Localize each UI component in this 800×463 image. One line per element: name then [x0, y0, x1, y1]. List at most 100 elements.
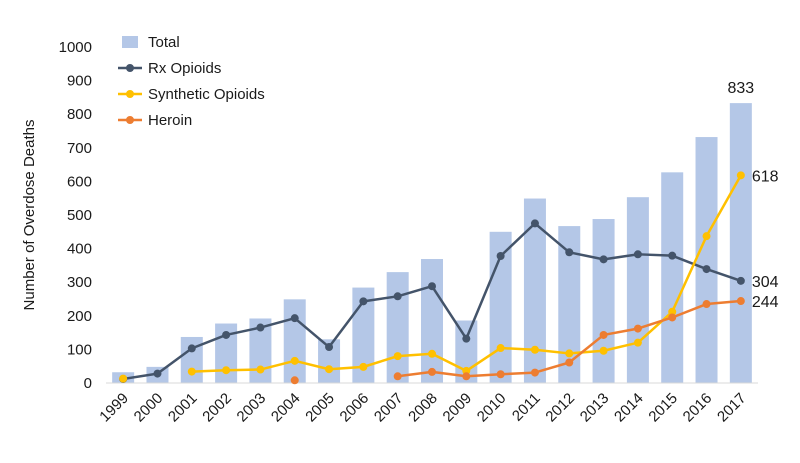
- point-heroin-2014: [633, 324, 642, 333]
- x-tick-label-2003: 2003: [234, 390, 270, 426]
- bar-total-2001: [180, 336, 203, 383]
- bar-total-2007: [386, 272, 409, 383]
- point-synthetic-opioids-2017: [736, 171, 745, 180]
- x-tick-label-2014: 2014: [611, 390, 647, 426]
- legend-swatch-total: [122, 36, 138, 48]
- point-synthetic-opioids-2010: [496, 344, 505, 353]
- bar-total-2014: [626, 197, 649, 383]
- point-synthetic-opioids-1999: [119, 374, 128, 383]
- point-heroin-2015: [668, 313, 677, 322]
- x-tick-label-2004: 2004: [268, 390, 304, 426]
- point-synthetic-opioids-2007: [393, 352, 402, 361]
- bar-total-2015: [661, 172, 684, 383]
- point-rx-opioids-2000: [153, 369, 162, 378]
- bar-total-2013: [592, 219, 615, 383]
- legend-label-heroin: Heroin: [148, 112, 192, 129]
- x-tick-label-2002: 2002: [199, 390, 235, 426]
- x-tick-label-2007: 2007: [371, 390, 407, 426]
- point-heroin-2011: [530, 368, 539, 377]
- point-heroin-2008: [428, 367, 436, 376]
- x-tick-label-2009: 2009: [440, 390, 476, 426]
- y-tick-label-600: 600: [67, 173, 92, 190]
- data-label-total-2017: 833: [727, 80, 754, 97]
- x-tick-label-2017: 2017: [714, 390, 750, 426]
- point-heroin-2007: [393, 372, 402, 381]
- point-heroin-2010: [496, 370, 505, 379]
- legend-label-synthetic-opioids: Synthetic Opioids: [148, 86, 265, 103]
- point-rx-opioids-2013: [599, 255, 608, 264]
- lines-layer: [119, 171, 745, 385]
- point-rx-opioids-2008: [428, 282, 436, 291]
- point-heroin-2017: [736, 297, 745, 306]
- y-tick-label-800: 800: [67, 106, 92, 123]
- point-rx-opioids-2014: [633, 250, 642, 259]
- point-synthetic-opioids-2012: [565, 349, 574, 358]
- y-axis-title: Number of Overdose Deaths: [21, 120, 38, 311]
- x-tick-label-2012: 2012: [542, 390, 578, 426]
- x-tick-label-2008: 2008: [405, 390, 441, 426]
- x-tick-label-2013: 2013: [577, 390, 613, 426]
- y-tick-label-700: 700: [67, 140, 92, 157]
- legend-marker-heroin: [126, 116, 134, 124]
- x-tick-label-2005: 2005: [302, 390, 338, 426]
- bar-total-2011: [523, 198, 546, 383]
- point-synthetic-opioids-2011: [530, 345, 539, 354]
- point-synthetic-opioids-2003: [256, 365, 265, 374]
- legend-marker-rx-opioids: [126, 64, 134, 72]
- x-tick-label-2000: 2000: [131, 390, 167, 426]
- point-synthetic-opioids-2016: [702, 232, 711, 241]
- point-synthetic-opioids-2001: [187, 367, 196, 376]
- x-tick-label-2011: 2011: [509, 390, 544, 425]
- point-rx-opioids-2001: [187, 344, 196, 353]
- y-tick-label-200: 200: [67, 308, 92, 325]
- point-synthetic-opioids-2004: [290, 356, 299, 365]
- point-rx-opioids-2010: [496, 251, 505, 260]
- point-rx-opioids-2005: [325, 343, 334, 352]
- bar-total-2006: [352, 287, 375, 383]
- point-heroin-2013: [599, 330, 608, 339]
- x-tick-label-1999: 1999: [96, 390, 132, 426]
- legend-marker-synthetic-opioids: [126, 90, 134, 98]
- point-heroin-2016: [702, 300, 711, 309]
- x-tick-label-2006: 2006: [337, 390, 373, 426]
- point-rx-opioids-2009: [462, 334, 471, 343]
- point-synthetic-opioids-2005: [325, 365, 334, 374]
- x-tick-label-2001: 2001: [165, 390, 201, 426]
- y-axis-ticks: 0 100 200 300 400 500 600 700 800 900 1000: [59, 39, 92, 392]
- point-rx-opioids-2007: [393, 292, 402, 301]
- bar-total-2017: [729, 103, 752, 383]
- y-tick-label-400: 400: [67, 241, 92, 258]
- bar-total-2008: [421, 259, 443, 383]
- y-tick-label-500: 500: [67, 207, 92, 224]
- legend: Total Rx Opioids Synthetic Opioids Heroin: [118, 34, 265, 129]
- point-rx-opioids-2012: [565, 248, 574, 257]
- y-tick-label-0: 0: [84, 375, 92, 392]
- bar-total-2016: [695, 137, 718, 383]
- point-rx-opioids-2002: [222, 330, 231, 339]
- y-tick-label-1000: 1000: [59, 39, 92, 56]
- point-heroin-2009: [462, 372, 471, 381]
- point-rx-opioids-2006: [359, 297, 368, 306]
- point-rx-opioids-2011: [530, 219, 539, 228]
- point-rx-opioids-2003: [256, 323, 265, 332]
- legend-label-total: Total: [148, 34, 180, 51]
- x-tick-label-2010: 2010: [474, 390, 510, 426]
- point-synthetic-opioids-2006: [359, 362, 368, 371]
- point-synthetic-opioids-2014: [633, 338, 642, 347]
- point-rx-opioids-2016: [702, 265, 711, 274]
- point-rx-opioids-2004: [290, 314, 299, 323]
- bar-total-2004: [283, 299, 306, 383]
- point-rx-opioids-2015: [668, 251, 677, 260]
- x-tick-label-2016: 2016: [680, 390, 716, 426]
- x-tick-label-2015: 2015: [645, 390, 681, 426]
- point-rx-opioids-2017: [736, 276, 745, 285]
- point-synthetic-opioids-2008: [428, 349, 436, 358]
- point-heroin-2004: [290, 376, 299, 385]
- point-heroin-2012: [565, 358, 574, 367]
- y-tick-label-100: 100: [67, 341, 92, 358]
- y-tick-label-900: 900: [67, 73, 92, 90]
- data-label-synthetic-opioids-2017: 618: [752, 168, 779, 185]
- y-tick-label-300: 300: [67, 274, 92, 291]
- legend-label-rx-opioids: Rx Opioids: [148, 60, 221, 77]
